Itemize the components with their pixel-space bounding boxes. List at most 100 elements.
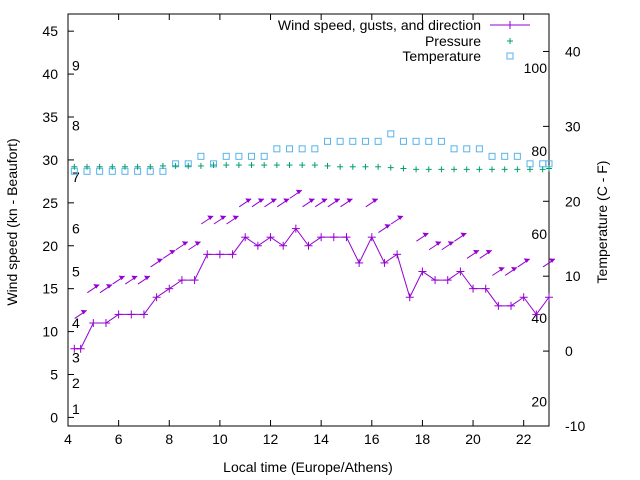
beaufort-label: 6	[72, 221, 80, 237]
wind-speed-point	[367, 233, 376, 242]
y-tick-label: 5	[50, 367, 58, 383]
pressure-point	[185, 162, 192, 169]
x-tick-label: 12	[263, 431, 279, 447]
wind-direction-arrow	[200, 215, 214, 225]
wind-direction-arrow	[137, 275, 151, 285]
pressure-point	[476, 166, 483, 173]
legend: Wind speed, gusts, and directionPressure…	[278, 17, 530, 64]
beaufort-label: 1	[72, 401, 80, 417]
y-tick-label: 35	[42, 109, 58, 125]
pressure-point	[362, 163, 369, 170]
arrow-head	[181, 241, 188, 246]
wind-speed-point	[507, 301, 516, 310]
wind-direction-arrow	[492, 267, 505, 276]
arrow-head	[447, 241, 454, 246]
temperature-point	[488, 152, 496, 160]
beaufort-label: 5	[72, 264, 80, 280]
temperature-point	[349, 137, 357, 145]
temperature-point	[475, 145, 483, 153]
arrow-head	[346, 198, 353, 203]
wind-speed-point	[545, 293, 553, 302]
wind-speed-point	[291, 224, 300, 233]
y2-tick-label: 40	[565, 43, 581, 59]
fahrenheit-label: 40	[531, 310, 547, 326]
temperature-point	[526, 160, 534, 168]
x-tick-label: 20	[465, 431, 481, 447]
wind-direction-arrow	[251, 198, 265, 208]
wind-direction-arrow	[340, 198, 353, 208]
y-tick-label: 30	[42, 152, 58, 168]
fahrenheit-label: 80	[531, 143, 547, 159]
wind-speed-point	[127, 310, 136, 319]
wind-direction-arrow	[276, 198, 290, 208]
y-tick-label: 25	[42, 195, 58, 211]
x-tick-label: 16	[364, 431, 380, 447]
arrow-head	[219, 215, 226, 220]
wind-speed-point	[393, 250, 402, 259]
arrow-head	[232, 215, 239, 220]
arrow-head	[93, 284, 100, 289]
legend-label: Pressure	[425, 33, 481, 49]
temperature-series	[70, 130, 553, 175]
legend-label: Wind speed, gusts, and direction	[278, 17, 481, 33]
arrow-head	[257, 198, 264, 203]
y-tick-label: 15	[42, 281, 58, 297]
wind-direction-arrow	[542, 258, 556, 268]
arrow-head	[422, 232, 429, 238]
wind-direction-arrow	[517, 258, 530, 268]
pressure-point	[223, 162, 230, 169]
wind-speed-point	[431, 276, 440, 285]
wind-direction-arrow	[264, 198, 277, 208]
arrow-head	[473, 249, 480, 255]
fahrenheit-label: 100	[524, 60, 548, 76]
beaufort-labels: 1 2 3 4 5 6 7 8 9	[72, 58, 80, 417]
wind-direction-arrow	[213, 215, 227, 225]
pressure-point	[248, 162, 255, 169]
pressure-point	[121, 163, 128, 170]
arrow-head	[549, 258, 555, 263]
wind-direction-arrow	[99, 284, 113, 294]
pressure-point	[172, 162, 179, 169]
y-axis-label: Wind speed (kn - Beaufort)	[4, 138, 20, 305]
pressure-point	[286, 162, 293, 169]
wind-speed-point	[266, 233, 275, 242]
wind-speed-point	[152, 293, 161, 302]
wind-direction-arrow	[378, 224, 391, 233]
arrow-head	[460, 232, 467, 238]
temperature-point	[437, 137, 445, 145]
arrow-head	[105, 284, 112, 289]
beaufort-label: 9	[72, 58, 80, 74]
arrow-head	[295, 189, 302, 195]
wind-speed-point	[190, 276, 199, 285]
wind-speed-point	[418, 267, 427, 276]
legend-label: Temperature	[402, 48, 481, 64]
pressure-point	[109, 163, 116, 170]
temperature-point	[159, 167, 167, 175]
pressure-point	[83, 163, 90, 170]
wind-direction-arrow	[454, 232, 467, 242]
legend-entry: Wind speed, gusts, and direction	[278, 17, 530, 33]
beaufort-label: 7	[72, 169, 80, 185]
fahrenheit-label: 60	[531, 226, 547, 242]
pressure-point	[299, 162, 306, 169]
wind-direction-arrow	[327, 198, 341, 208]
wind-speed-point	[101, 319, 110, 327]
wind-speed-point	[443, 276, 452, 285]
pressure-point	[197, 162, 204, 169]
temperature-point	[273, 145, 281, 153]
temperature-point	[298, 145, 306, 153]
wind-direction-arrow	[162, 249, 176, 259]
y2-tick-label: 30	[565, 118, 581, 134]
arrow-head	[321, 198, 328, 203]
axes-layer: 4 6 8 10 12 14 16 18 20 22051015202530354045-1001…	[42, 13, 585, 447]
wind-direction-arrow	[188, 241, 201, 251]
arrow-head	[498, 267, 505, 272]
pressure-point	[527, 166, 534, 173]
wind-speed-point	[405, 293, 414, 302]
y2-tick-label: 10	[565, 268, 581, 284]
wind-direction-arrow	[112, 275, 125, 285]
wind-speed-point	[456, 267, 465, 276]
pressure-point	[311, 162, 318, 169]
temperature-point	[374, 137, 382, 145]
